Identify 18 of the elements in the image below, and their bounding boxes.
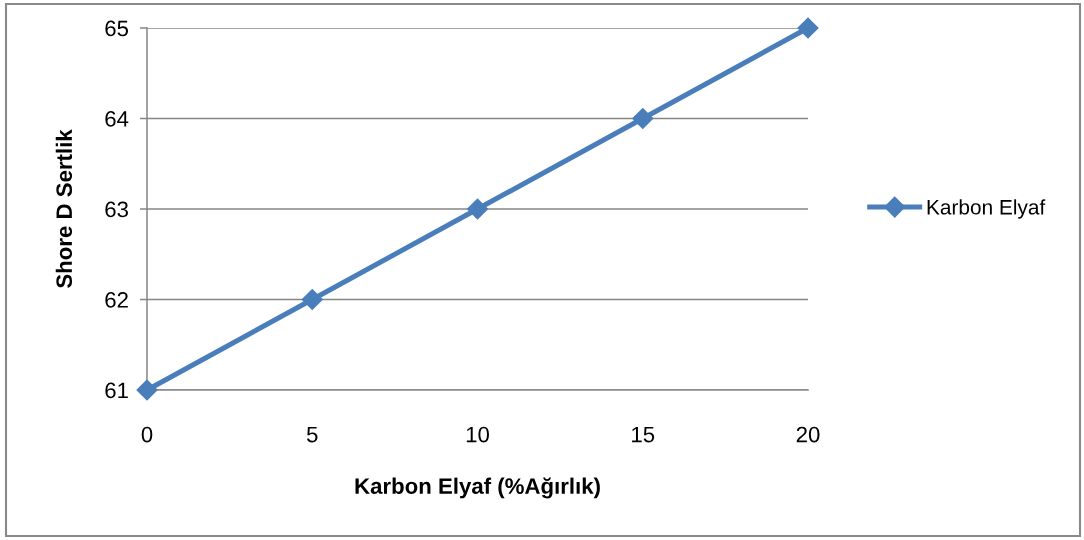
point xyxy=(631,107,654,130)
y-tick-label: 63 xyxy=(105,201,128,218)
x-tick-label: 0 xyxy=(141,426,153,443)
y-axis-title: Shore D Sertlik xyxy=(55,129,73,289)
point xyxy=(466,198,489,220)
x-tick-label: 5 xyxy=(306,426,318,443)
y-tick-label: 62 xyxy=(105,292,128,308)
point xyxy=(797,17,819,39)
y-tick-label: 65 xyxy=(105,20,129,37)
point xyxy=(301,288,324,311)
y-tick-label: 64 xyxy=(105,111,129,127)
x-tick-label: 15 xyxy=(632,426,655,443)
x-tick-label: 20 xyxy=(796,426,820,443)
y-tick-label: 61 xyxy=(105,382,128,399)
legend-label: Karbon Elyaf xyxy=(927,199,1046,219)
point xyxy=(136,379,158,401)
x-axis-title: Karbon Elyaf (%Ağırlık) xyxy=(355,477,600,499)
x-tick-label: 10 xyxy=(466,426,489,443)
